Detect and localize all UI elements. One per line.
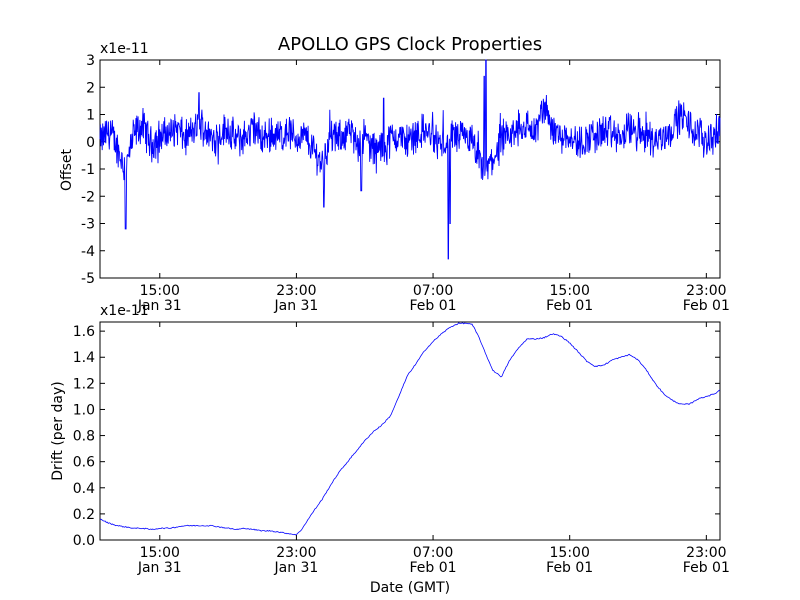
drift-x-axis-label: Date (GMT) — [370, 580, 450, 596]
offset-ytick-label: -4 — [81, 244, 95, 260]
drift-xtick-date: Jan 31 — [137, 560, 182, 576]
offset-ytick-label: 0 — [86, 135, 95, 151]
offset-ytick-label: 1 — [86, 108, 95, 124]
offset-ytick-label: 2 — [86, 80, 95, 96]
offset-ytick-label: -3 — [81, 217, 95, 233]
offset-xtick-date: Jan 31 — [273, 298, 318, 314]
drift-series-line — [99, 322, 721, 536]
drift-ytick-label: 1.4 — [73, 350, 95, 366]
offset-y-axis-label: Offset — [59, 148, 75, 191]
drift-ytick-label: 0.8 — [73, 429, 95, 445]
offset-plot-frame — [99, 59, 721, 279]
drift-xtick-time: 15:00 — [140, 545, 180, 561]
drift-xtick-time: 15:00 — [550, 545, 590, 561]
offset-ytick-label: -1 — [81, 162, 95, 178]
drift-xtick-time: 07:00 — [413, 545, 453, 561]
offset-ytick-label: -5 — [81, 271, 95, 287]
drift-y-axis-label: Drift (per day) — [50, 381, 66, 480]
offset-xtick-date: Feb 01 — [410, 298, 457, 314]
drift-xtick-time: 23:00 — [686, 545, 726, 561]
drift-ytick-label: 1.6 — [73, 324, 95, 340]
drift-scale-label: x1e-11 — [100, 303, 149, 319]
drift-xtick-date: Feb 01 — [546, 560, 593, 576]
drift-plot-frame — [99, 321, 721, 541]
offset-xtick-date: Feb 01 — [683, 298, 730, 314]
drift-xtick-time: 23:00 — [276, 545, 316, 561]
offset-scale-label: x1e-11 — [100, 41, 149, 57]
offset-xtick-time: 15:00 — [550, 283, 590, 299]
drift-ytick-label: 1.2 — [73, 376, 95, 392]
drift-xtick-date: Feb 01 — [683, 560, 730, 576]
offset-xtick-date: Jan 31 — [137, 298, 182, 314]
drift-ytick-label: 0.4 — [73, 481, 95, 497]
drift-ytick-label: 1.0 — [73, 402, 95, 418]
offset-xtick-time: 07:00 — [413, 283, 453, 299]
drift-xtick-date: Feb 01 — [410, 560, 457, 576]
drift-xtick-date: Jan 31 — [273, 560, 318, 576]
offset-ytick-label: -2 — [81, 189, 95, 205]
offset-xtick-time: 15:00 — [140, 283, 180, 299]
offset-xtick-date: Feb 01 — [546, 298, 593, 314]
drift-ytick-label: 0.6 — [73, 455, 95, 471]
drift-panel: x1e-11 Drift (per day) 0.0 0.2 0.4 0.6 0.8 1.… — [50, 303, 730, 596]
offset-xtick-time: 23:00 — [686, 283, 726, 299]
drift-ytick-label: 0.0 — [73, 533, 95, 549]
chart-title: APOLLO GPS Clock Properties — [278, 34, 542, 55]
offset-series-line — [99, 59, 721, 260]
drift-ytick-label: 0.2 — [73, 507, 95, 523]
offset-ytick-label: 3 — [86, 53, 95, 69]
offset-xtick-time: 23:00 — [276, 283, 316, 299]
